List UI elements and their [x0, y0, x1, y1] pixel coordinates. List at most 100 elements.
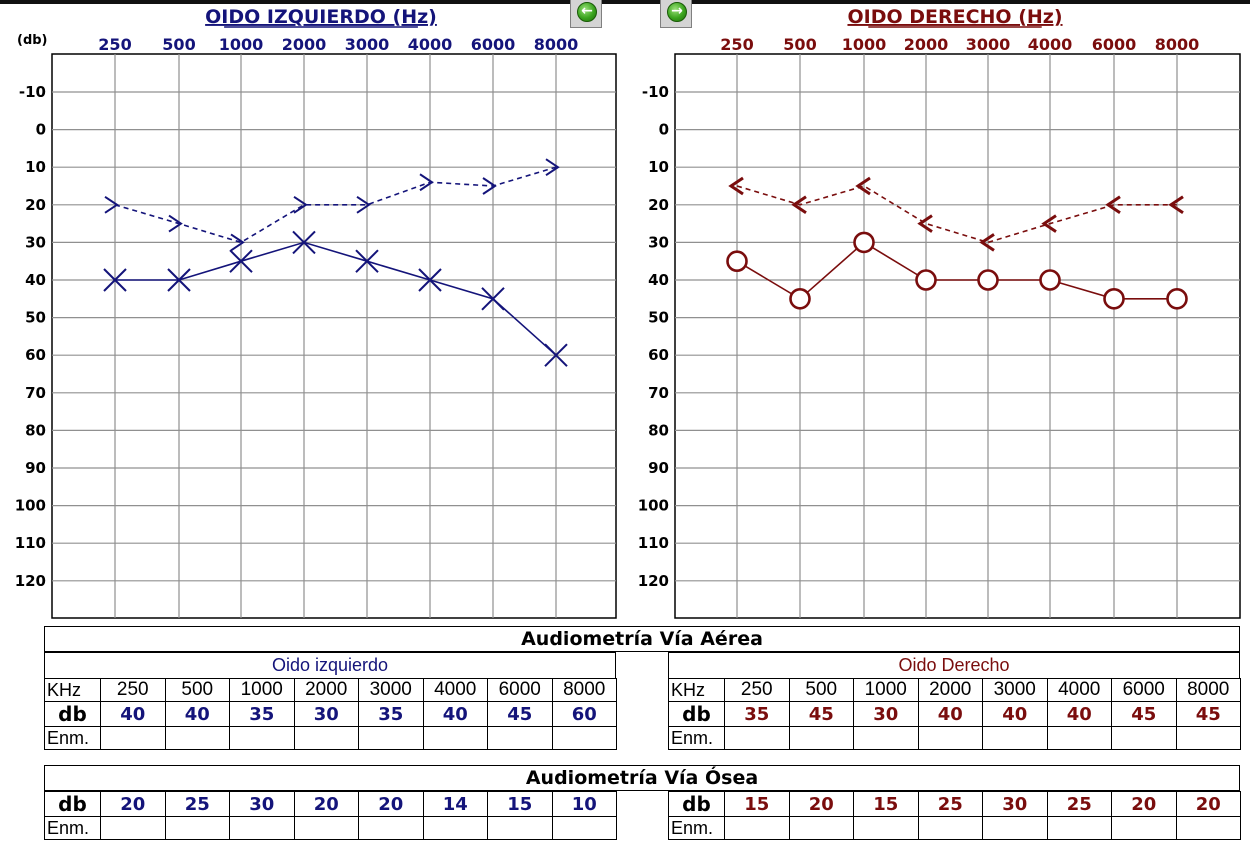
db-value-cell[interactable]: 40 — [1046, 701, 1112, 727]
db-value-cell[interactable]: 40 — [422, 701, 488, 727]
db-value-cell[interactable]: 40 — [917, 701, 983, 727]
aerea-right-title: Oido Derecho — [668, 652, 1240, 678]
osea-left-enm-row: Enm. — [44, 816, 617, 840]
db-value-cell[interactable]: 45 — [1175, 701, 1241, 727]
db-value-cell[interactable]: 15 — [724, 791, 790, 817]
db-value-cell[interactable]: 25 — [917, 791, 983, 817]
enm-cell[interactable] — [164, 726, 230, 750]
enm-cell[interactable] — [724, 726, 790, 750]
db-value-cell[interactable]: 35 — [724, 701, 790, 727]
enm-cell[interactable] — [1111, 816, 1177, 840]
enm-label: Enm. — [668, 816, 725, 840]
db-value-cell[interactable]: 40 — [164, 701, 230, 727]
enm-cell[interactable] — [422, 726, 488, 750]
db-value-cell[interactable]: 14 — [422, 791, 488, 817]
enm-cell[interactable] — [229, 726, 295, 750]
db-value-cell[interactable]: 20 — [788, 791, 854, 817]
data-point-gt — [293, 195, 308, 214]
next-button[interactable]: → — [660, 0, 692, 28]
db-value-cell[interactable]: 40 — [100, 701, 166, 727]
freq-cell: 3000 — [358, 678, 424, 702]
data-point-x — [544, 343, 568, 367]
db-value-cell[interactable]: 25 — [1046, 791, 1112, 817]
enm-cell[interactable] — [982, 816, 1048, 840]
enm-cell[interactable] — [724, 816, 790, 840]
data-point-lt — [1168, 195, 1184, 215]
db-label: db — [44, 791, 101, 817]
y-tick-label: 10 — [648, 158, 669, 176]
db-value-cell[interactable]: 20 — [1111, 791, 1177, 817]
freq-cell: 500 — [164, 678, 230, 702]
y-tick-label: 110 — [15, 534, 46, 552]
data-point-gt — [230, 233, 245, 252]
data-point-o — [1103, 287, 1125, 310]
y-tick-label: 100 — [15, 497, 46, 515]
db-value-cell[interactable]: 30 — [293, 701, 359, 727]
aerea-left-table: KHz 250 500 1000 2000 3000 4000 6000 800… — [44, 678, 617, 750]
db-value-cell[interactable]: 20 — [358, 791, 424, 817]
enm-label: Enm. — [44, 726, 101, 750]
enm-cell[interactable] — [853, 816, 919, 840]
db-value-cell[interactable]: 10 — [551, 791, 617, 817]
data-point-lt — [791, 195, 807, 215]
osea-left-db-row: db 20 25 30 20 20 14 15 10 — [44, 791, 617, 817]
enm-cell[interactable] — [100, 726, 166, 750]
enm-cell[interactable] — [982, 726, 1048, 750]
x-tick-label: 6000 — [1092, 35, 1137, 54]
aerea-right-db-row: db 35 45 30 40 40 40 45 45 — [668, 701, 1241, 727]
chart-title: OIDO IZQUIERDO (Hz) — [205, 6, 437, 28]
y-tick-label: 0 — [36, 121, 46, 139]
db-value-cell[interactable]: 20 — [100, 791, 166, 817]
db-value-cell[interactable]: 30 — [853, 701, 919, 727]
db-value-cell[interactable]: 35 — [358, 701, 424, 727]
db-value-cell[interactable]: 20 — [293, 791, 359, 817]
db-value-cell[interactable]: 20 — [1175, 791, 1241, 817]
enm-label: Enm. — [44, 816, 101, 840]
enm-cell[interactable] — [551, 816, 617, 840]
data-point-lt — [917, 214, 933, 233]
enm-cell[interactable] — [1175, 816, 1241, 840]
data-point-o — [853, 231, 875, 254]
data-point-x — [103, 268, 127, 292]
db-value-cell[interactable]: 15 — [853, 791, 919, 817]
enm-cell[interactable] — [551, 726, 617, 750]
enm-cell[interactable] — [293, 816, 359, 840]
aerea-left-db-row: db 40 40 35 30 35 40 45 60 — [44, 701, 617, 727]
db-value-cell[interactable]: 15 — [487, 791, 553, 817]
db-value-cell[interactable]: 30 — [229, 791, 295, 817]
y-tick-label: 20 — [648, 196, 669, 214]
enm-cell[interactable] — [1046, 726, 1112, 750]
enm-cell[interactable] — [487, 726, 553, 750]
y-tick-label: 40 — [25, 271, 46, 289]
db-value-cell[interactable]: 35 — [229, 701, 295, 727]
enm-cell[interactable] — [358, 726, 424, 750]
y-tick-label: 0 — [659, 121, 669, 139]
db-value-cell[interactable]: 45 — [1111, 701, 1177, 727]
osea-left-table: db 20 25 30 20 20 14 15 10 Enm. — [44, 791, 617, 840]
enm-cell[interactable] — [1046, 816, 1112, 840]
enm-cell[interactable] — [917, 816, 983, 840]
db-value-cell[interactable]: 45 — [487, 701, 553, 727]
y-tick-label: 80 — [648, 421, 669, 439]
enm-cell[interactable] — [788, 816, 854, 840]
enm-cell[interactable] — [917, 726, 983, 750]
db-value-cell[interactable]: 25 — [164, 791, 230, 817]
enm-cell[interactable] — [487, 816, 553, 840]
enm-cell[interactable] — [164, 816, 230, 840]
enm-cell[interactable] — [293, 726, 359, 750]
enm-cell[interactable] — [358, 816, 424, 840]
enm-cell[interactable] — [1111, 726, 1177, 750]
db-value-cell[interactable]: 40 — [982, 701, 1048, 727]
db-value-cell[interactable]: 30 — [982, 791, 1048, 817]
prev-button[interactable]: ← — [570, 0, 602, 28]
enm-cell[interactable] — [229, 816, 295, 840]
enm-cell[interactable] — [788, 726, 854, 750]
enm-cell[interactable] — [1175, 726, 1241, 750]
enm-cell[interactable] — [100, 816, 166, 840]
enm-cell[interactable] — [853, 726, 919, 750]
osea-right-enm-row: Enm. — [668, 816, 1241, 840]
enm-cell[interactable] — [422, 816, 488, 840]
x-tick-label: 500 — [162, 35, 195, 54]
db-value-cell[interactable]: 45 — [788, 701, 854, 727]
db-value-cell[interactable]: 60 — [551, 701, 617, 727]
